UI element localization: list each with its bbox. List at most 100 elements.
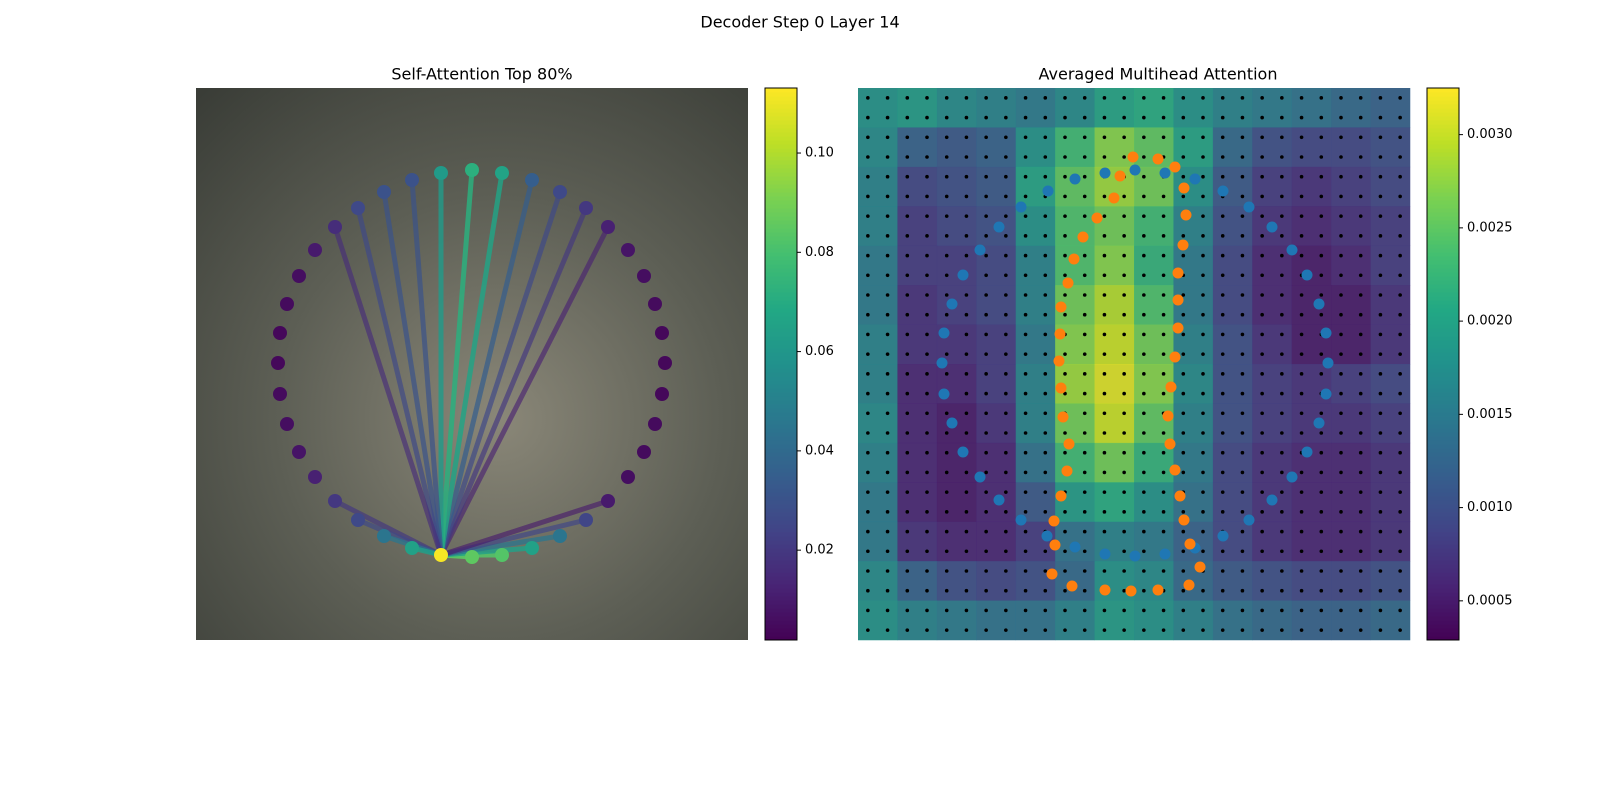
grid-dot [1378, 411, 1383, 416]
grid-dot [1260, 470, 1264, 475]
grid-dot [885, 115, 890, 120]
grid-dot [1063, 96, 1067, 100]
colorbar-segment [1427, 348, 1459, 353]
point [1183, 579, 1195, 591]
grid-dot [1161, 293, 1166, 297]
colorbar-segment [765, 260, 797, 265]
heatmap-cell [936, 206, 977, 247]
heatmap-cell [1370, 127, 1411, 168]
grid-dot [925, 214, 929, 218]
colorbar-segment [765, 608, 797, 613]
grid-dot [925, 549, 929, 554]
colorbar-tick-label: 0.0015 [1467, 407, 1513, 422]
colorbar-segment [1427, 160, 1459, 165]
colorbar-segment [1427, 392, 1459, 397]
grid-dot [964, 253, 969, 258]
grid-dot [1122, 253, 1126, 258]
point [1057, 411, 1069, 423]
colorbar-segment [1427, 308, 1459, 313]
grid-dot [1358, 569, 1363, 573]
grid-dot [1220, 628, 1225, 632]
grid-dot [944, 608, 949, 613]
colorbar-segment [765, 236, 797, 241]
grid-dot [1299, 372, 1304, 376]
grid-dot [984, 411, 988, 416]
grid-dot [1358, 411, 1363, 416]
colorbar-segment [1427, 260, 1459, 265]
grid-dot [1063, 155, 1067, 159]
colorbar-segment [765, 424, 797, 429]
grid-dot [885, 135, 890, 140]
grid-dot [1142, 510, 1146, 514]
grid-dot [1260, 174, 1264, 179]
grid-dot [866, 450, 870, 455]
grid-dot [1220, 214, 1225, 218]
heatmap-cell [1252, 561, 1293, 601]
grid-dot [1181, 96, 1186, 100]
grid-dot [1358, 628, 1363, 632]
colorbar-segment [765, 168, 797, 173]
colorbar-segment [765, 356, 797, 361]
grid-dot [1299, 431, 1304, 435]
colorbar-tick-label: 0.0010 [1467, 500, 1513, 515]
grid-dot [1398, 450, 1402, 455]
grid-dot [1220, 135, 1225, 140]
heatmap-cell [1331, 245, 1371, 286]
grid-dot [1220, 569, 1225, 573]
grid-dot [1339, 352, 1343, 356]
grid-dot [984, 352, 988, 356]
point [1055, 490, 1067, 502]
grid-dot [1102, 470, 1107, 475]
grid-dot [1063, 174, 1067, 179]
grid-dot [964, 569, 969, 573]
colorbar-segment [1427, 408, 1459, 413]
colorbar-segment [1427, 364, 1459, 369]
grid-dot [885, 293, 890, 297]
colorbar-segment [1427, 208, 1459, 213]
colorbar-segment [765, 184, 797, 189]
grid-dot [984, 253, 988, 258]
grid-dot [866, 391, 870, 396]
grid-dot [1319, 450, 1324, 455]
colorbar-segment [765, 480, 797, 485]
grid-dot [944, 490, 949, 494]
grid-dot [1082, 588, 1087, 593]
grid-dot [1280, 391, 1284, 396]
grid-dot [1220, 490, 1225, 494]
heatmap-cell [1015, 88, 1056, 128]
colorbar-segment [765, 288, 797, 293]
grid-dot [1299, 332, 1304, 337]
colorbar-segment [765, 368, 797, 373]
colorbar-segment [1427, 624, 1459, 629]
grid-dot [1339, 510, 1343, 514]
grid-dot [866, 214, 870, 218]
heatmap-cell [1134, 442, 1174, 483]
grid-dot [1043, 372, 1048, 376]
heatmap-cell [1331, 442, 1371, 483]
colorbar-segment [765, 504, 797, 509]
colorbar-segment [765, 624, 797, 629]
grid-dot [1063, 135, 1067, 140]
grid-dot [1142, 234, 1146, 238]
grid-dot [1082, 293, 1087, 297]
heatmap-cell [1094, 88, 1135, 128]
attention-point [637, 269, 651, 283]
attention-point [328, 494, 342, 508]
grid-dot [866, 431, 870, 435]
heatmap-cell [1252, 364, 1293, 404]
colorbar-segment [765, 144, 797, 149]
colorbar-segment [765, 396, 797, 401]
grid-dot [1122, 411, 1126, 416]
grid-dot [1299, 391, 1304, 396]
grid-dot [1181, 628, 1186, 632]
colorbar-segment [765, 628, 797, 633]
grid-dot [1358, 96, 1363, 100]
grid-dot [1122, 214, 1126, 218]
heatmap-cell [1134, 403, 1174, 444]
grid-dot [1398, 569, 1402, 573]
colorbar-segment [765, 180, 797, 185]
grid-dot [1201, 214, 1205, 218]
grid-dot [885, 214, 890, 218]
grid-dot [1398, 214, 1402, 218]
